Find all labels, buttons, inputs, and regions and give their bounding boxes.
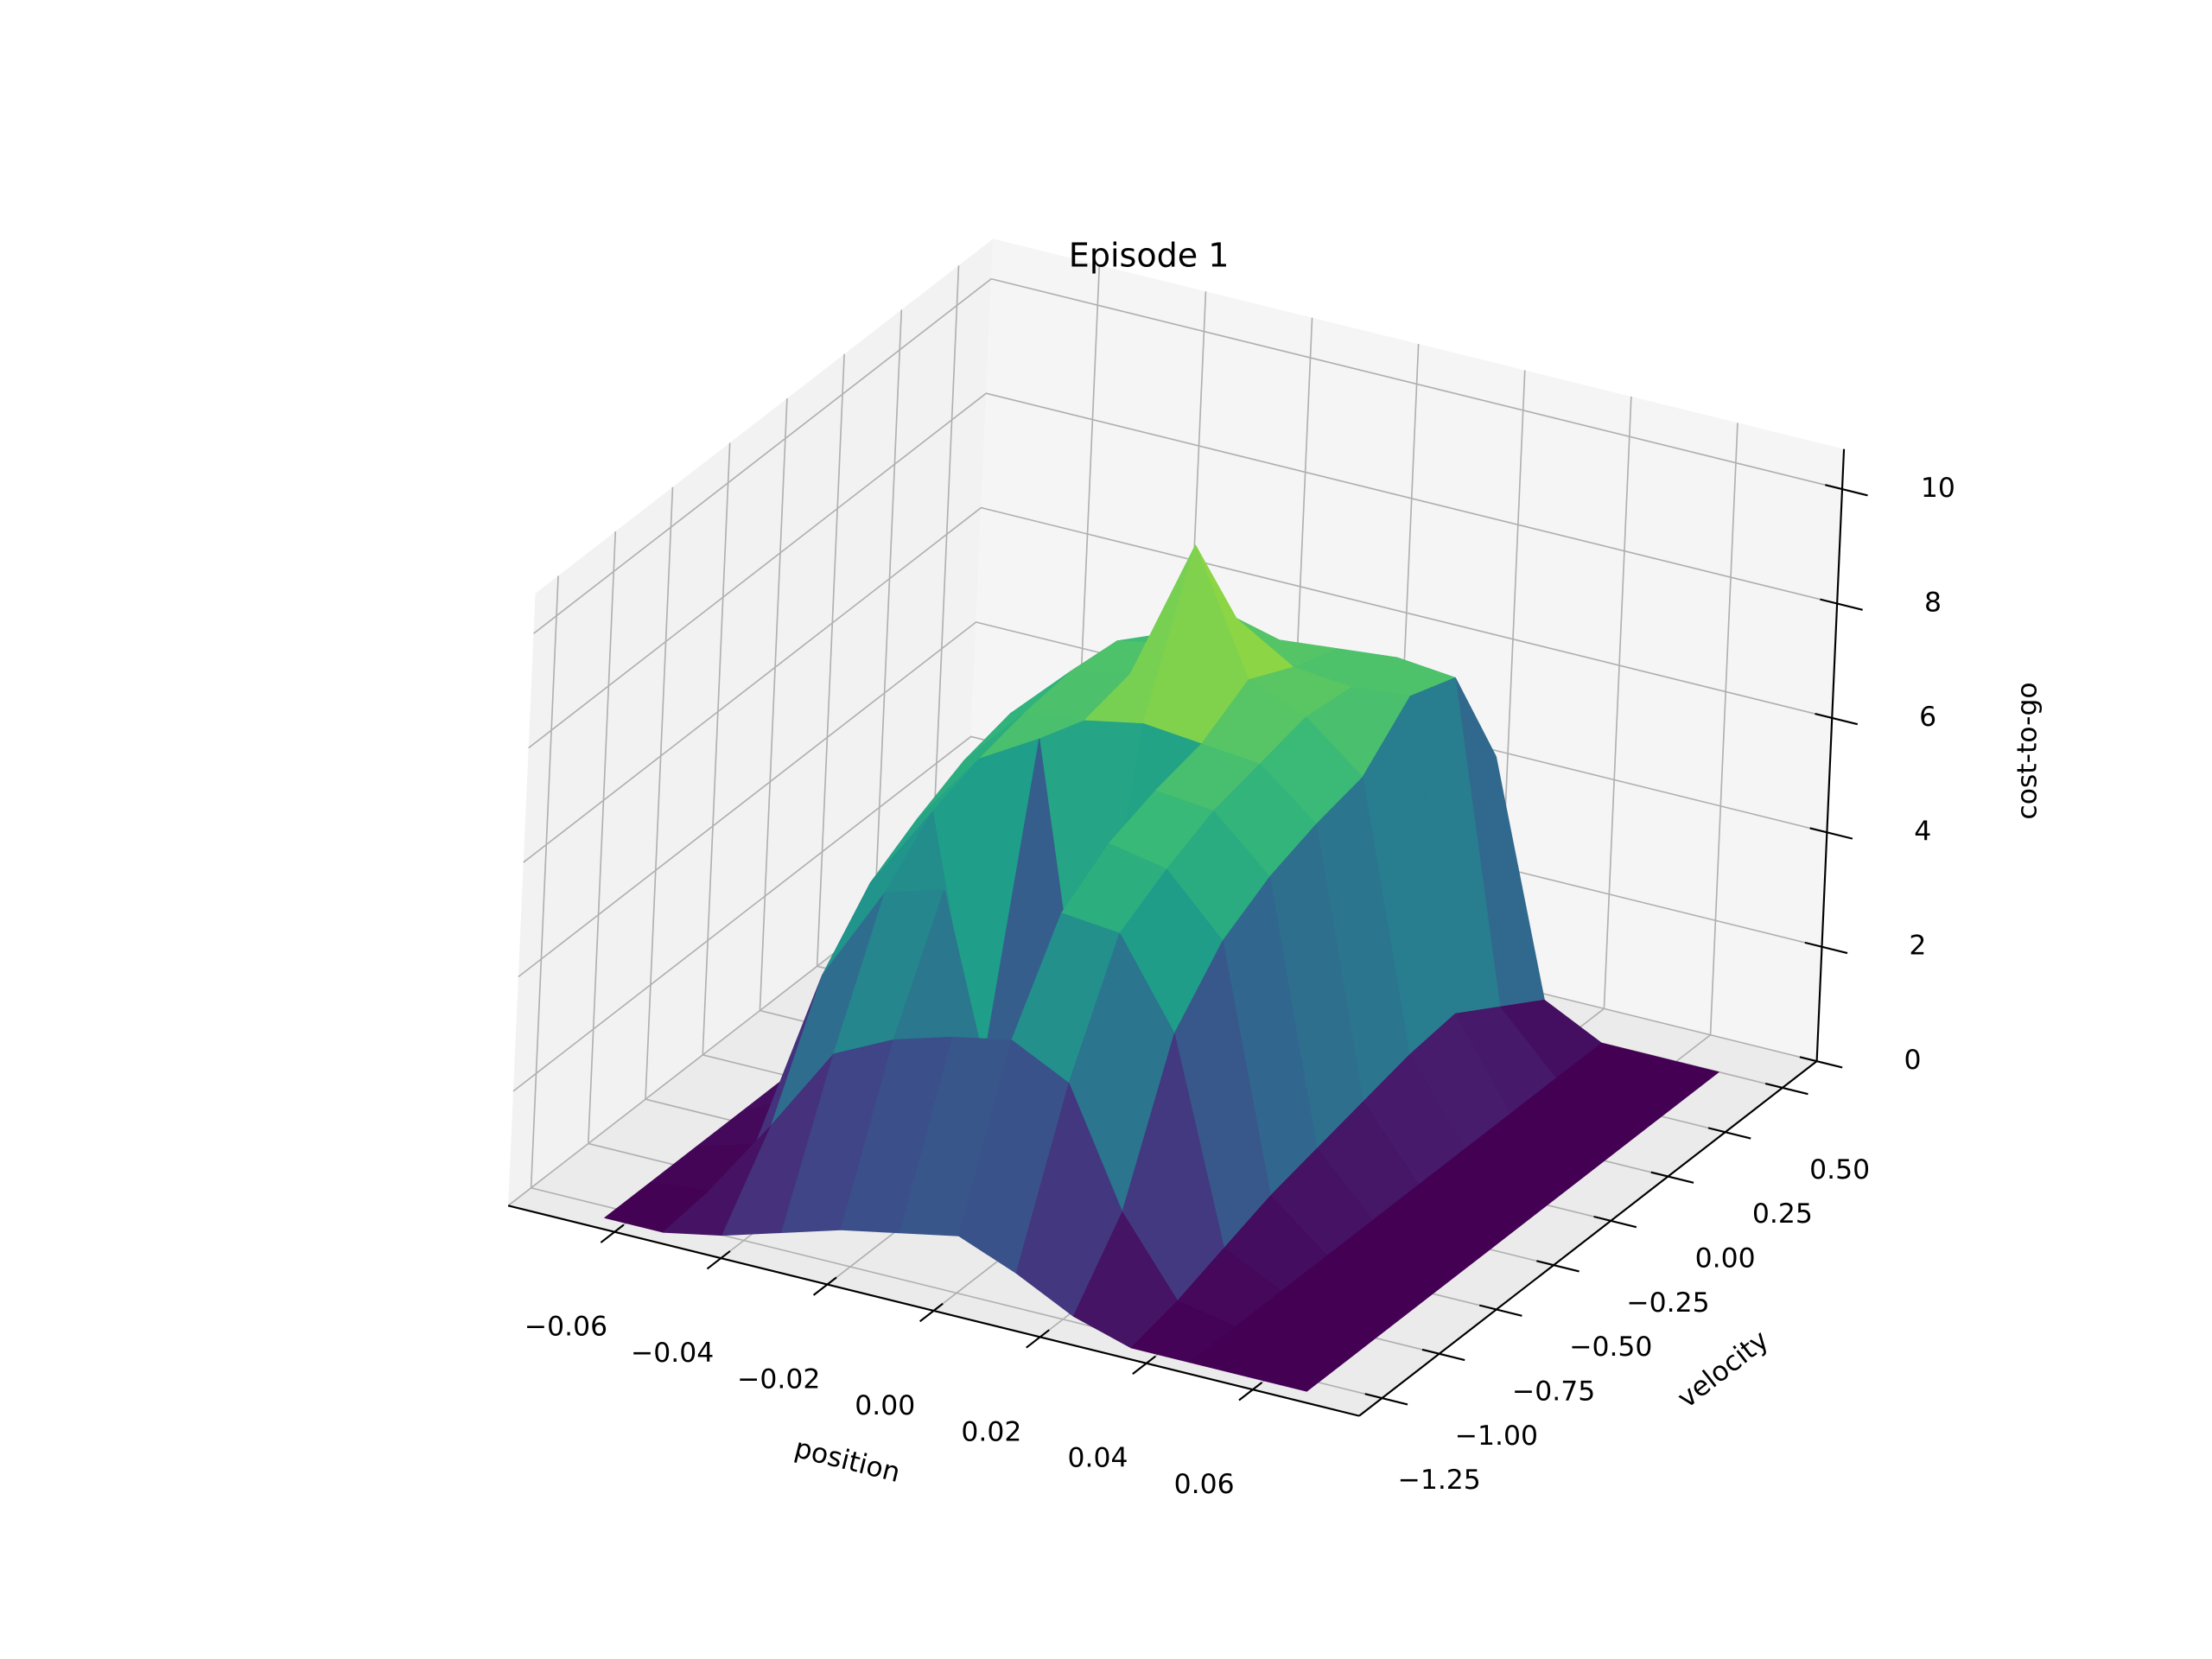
y-tick-label: 0.25	[1752, 1198, 1813, 1230]
z-tick	[1799, 1056, 1843, 1069]
z-axis-line	[1815, 448, 1846, 1062]
y-tick	[1478, 1304, 1522, 1317]
z-tick-label: 10	[1921, 473, 1955, 504]
x-tick	[919, 1302, 944, 1323]
x-axis-label: position	[791, 1433, 904, 1489]
x-tick	[1132, 1355, 1157, 1375]
grid-line	[533, 277, 1843, 634]
z-tick	[1815, 712, 1859, 726]
y-tick-label: 0.50	[1809, 1154, 1870, 1185]
y-tick	[1536, 1260, 1580, 1273]
y-tick	[1650, 1171, 1694, 1184]
surface-face	[1248, 1340, 1353, 1392]
surface	[604, 544, 1719, 1392]
axes: −0.06 −0.04 −0.02 0.00 0.02 0.04 0.06 −1.25 −1.0…	[507, 448, 1955, 1500]
grid-line	[523, 506, 1833, 863]
z-tick	[1825, 484, 1868, 497]
y-tick-label: −1.00	[1455, 1421, 1538, 1452]
y-tick-label: 0.00	[1695, 1243, 1756, 1274]
x-tick	[1026, 1329, 1050, 1349]
x-tick	[1238, 1382, 1263, 1402]
x-tick-label: 0.02	[961, 1416, 1021, 1447]
z-tick-label: 0	[1904, 1045, 1922, 1076]
x-tick-label: −0.04	[631, 1338, 714, 1369]
x-tick	[812, 1276, 837, 1296]
x-tick-label: 0.06	[1174, 1469, 1235, 1500]
y-tick	[1707, 1127, 1751, 1140]
z-tick-label: 8	[1924, 587, 1942, 618]
grid-line	[518, 621, 1827, 978]
z-tick	[1804, 941, 1848, 955]
z-tick-label: 2	[1909, 931, 1926, 962]
z-tick	[1809, 827, 1853, 840]
y-tick	[1764, 1083, 1808, 1096]
y-axis-label: velocity	[1672, 1325, 1775, 1414]
x-tick	[600, 1224, 625, 1243]
z-axis-label: cost-to-go	[2012, 682, 2044, 819]
y-axis-line	[1358, 1060, 1818, 1417]
x-tick-label: 0.00	[855, 1390, 915, 1421]
grid-line	[512, 735, 1822, 1092]
y-tick-label: −0.25	[1626, 1287, 1709, 1319]
x-tick-label: −0.02	[737, 1363, 820, 1395]
y-tick	[1364, 1393, 1408, 1406]
x-tick	[706, 1250, 731, 1270]
y-tick	[1593, 1215, 1637, 1229]
y-tick-label: −0.50	[1569, 1332, 1652, 1363]
z-tick-label: 6	[1919, 702, 1936, 733]
x-tick-label: 0.04	[1067, 1443, 1128, 1474]
z-tick-label: 4	[1914, 816, 1931, 847]
grid-line	[528, 392, 1838, 749]
y-tick-label: −1.25	[1397, 1465, 1480, 1496]
x-axis-line	[507, 1205, 1360, 1417]
left-pane	[508, 238, 994, 1206]
y-tick	[1421, 1348, 1465, 1362]
z-tick	[1820, 598, 1863, 611]
x-tick-label: −0.06	[524, 1312, 607, 1343]
chart-title: Episode 1	[1069, 236, 1230, 274]
y-tick-label: −0.75	[1512, 1376, 1595, 1407]
